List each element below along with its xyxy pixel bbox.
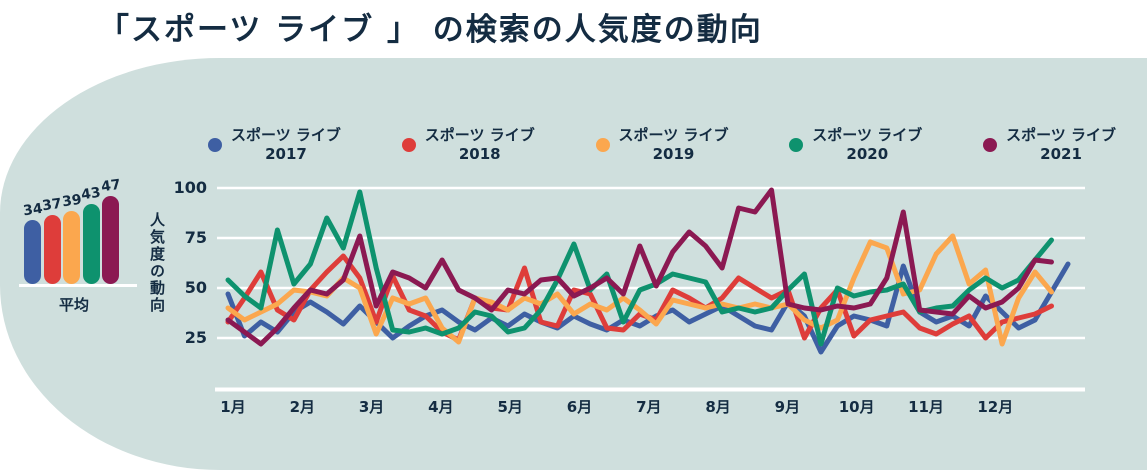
legend-label-year: 2018 (458, 144, 501, 163)
background-panel (0, 58, 1147, 470)
average-label: 平均 (58, 296, 89, 314)
legend-dot-2021-icon (983, 137, 998, 152)
x-tick-7: 7月 (636, 398, 662, 416)
y-tick-50: 50 (184, 278, 207, 297)
x-tick-11: 11月 (908, 398, 944, 416)
y-tick-25: 25 (184, 328, 207, 347)
series-line-2021 (225, 187, 1054, 347)
legend-label-year: 2017 (265, 144, 307, 163)
legend-item-2020: スポーツ ライブ 2020 (789, 126, 922, 164)
legend-label-keyword: スポーツ ライブ (231, 126, 341, 144)
x-tick-12: 12月 (977, 398, 1014, 416)
legend-label-keyword: スポーツ ライブ (424, 126, 535, 144)
legend-label-2018: スポーツ ライブ 2018 (425, 126, 535, 164)
legend-item-2021: スポーツ ライブ 2021 (983, 126, 1116, 164)
legend-label-keyword: スポーツ ライブ (1006, 126, 1116, 144)
legend-label-year: 2020 (846, 144, 889, 163)
y-tick-100: 100 (173, 178, 207, 197)
x-tick-2: 2月 (289, 398, 316, 416)
legend-item-2019: スポーツ ライブ 2019 (595, 126, 729, 164)
x-tick-10: 10月 (838, 398, 875, 416)
x-tick-5: 5月 (497, 398, 523, 416)
legend-label-year: 2019 (652, 144, 695, 163)
legend-label-year: 2021 (1040, 144, 1082, 163)
average-bar-chart: 34 37 39 43 47 平均 (19, 177, 142, 318)
x-tick-6: 6月 (566, 398, 593, 416)
x-tick-4: 4月 (428, 398, 454, 416)
page-title: 「スポーツ ライブ 」 の検索の人気度の動向 (98, 12, 763, 48)
average-bar-2017 (24, 220, 41, 284)
average-bar-2020 (82, 203, 100, 284)
legend-label-keyword: スポーツ ライブ (618, 126, 729, 144)
x-tick-1: 1月 (220, 398, 246, 416)
average-bar-2019 (63, 211, 80, 284)
legend-label-2019: スポーツ ライブ 2019 (619, 126, 729, 164)
legend-item-2017: スポーツ ライブ 2017 (208, 126, 341, 164)
legend-dot-2018-icon (401, 137, 416, 152)
legend-dot-2020-icon (789, 137, 804, 152)
y-tick-75: 75 (184, 228, 207, 247)
x-tick-8: 8月 (705, 398, 731, 416)
legend-dot-2017-icon (208, 137, 222, 152)
average-bar-2021 (102, 196, 119, 284)
legend-label-2021: スポーツ ライブ 2021 (1006, 126, 1116, 164)
legend-label-2020: スポーツ ライブ 2020 (812, 126, 922, 164)
legend-item-2018: スポーツ ライブ 2018 (401, 126, 535, 164)
series-line-2018 (225, 253, 1054, 343)
y-axis-label: 人気度の動向 (148, 212, 166, 314)
chart-legend: スポーツ ライブ 2017 スポーツ ライブ 2018 スポーツ ライブ 2019 スポーツ… (208, 126, 1116, 164)
legend-dot-2019-icon (595, 137, 610, 152)
x-tick-3: 3月 (358, 398, 385, 416)
x-tick-9: 9月 (774, 398, 801, 416)
average-baseline (19, 284, 137, 287)
average-bar-2018 (43, 214, 61, 284)
legend-label-2017: スポーツ ライブ 2017 (231, 126, 341, 164)
series-line-2020 (225, 189, 1054, 347)
legend-label-keyword: スポーツ ライブ (812, 126, 923, 144)
